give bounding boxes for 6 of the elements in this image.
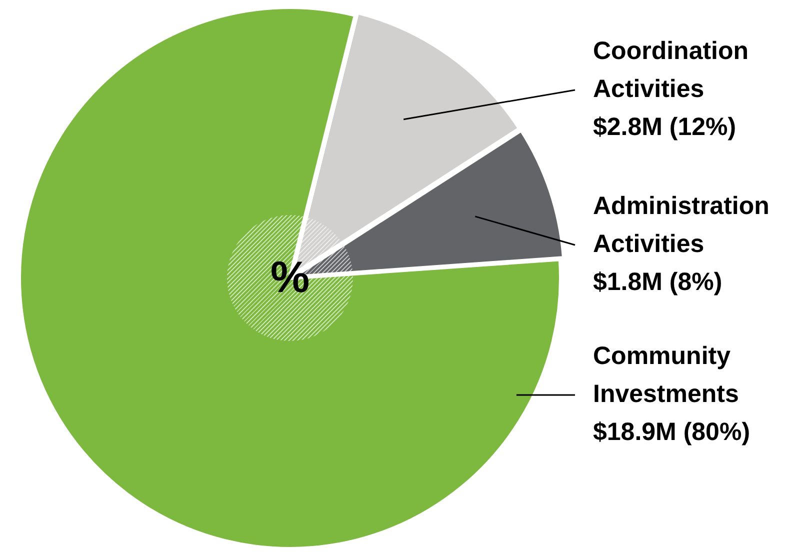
slice-label: Coordination Activities [593,36,749,103]
slice-label: Administration Activities [593,192,770,258]
slice-label: Community Investments [593,342,739,408]
data-label: $1.8M (8%) [593,268,722,296]
data-label: $18.9M (80%) [593,418,750,446]
data-label: $2.8M (12%) [593,112,736,141]
